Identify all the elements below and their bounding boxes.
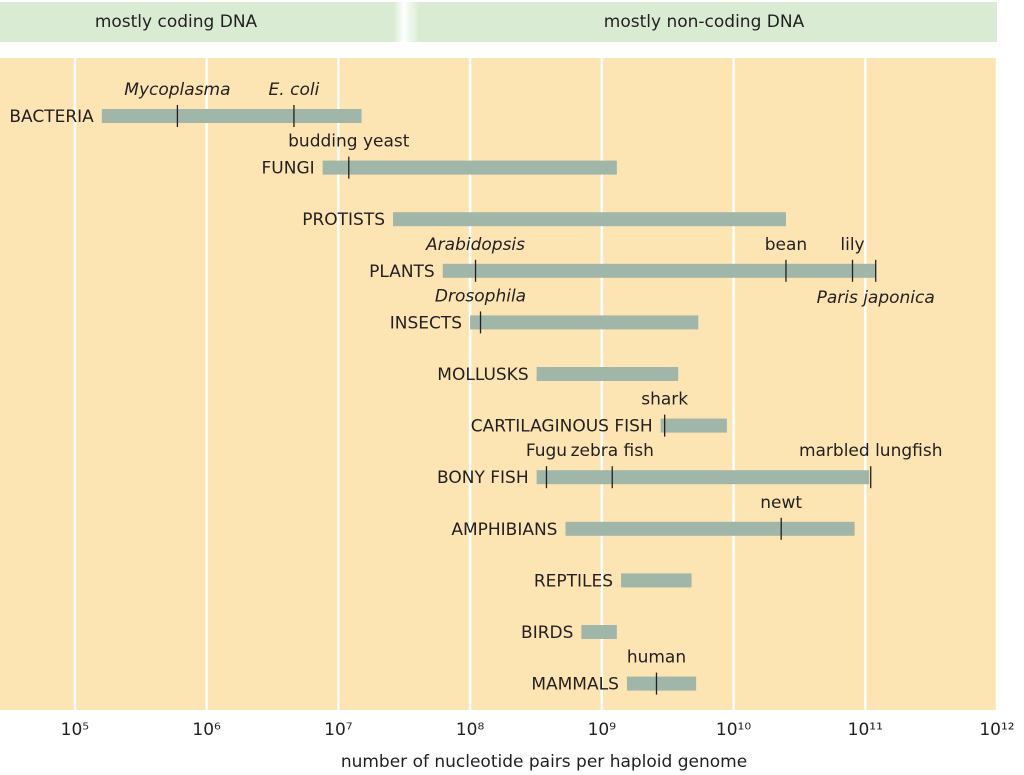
example-label: Paris japonica [817, 288, 935, 308]
group-label: FUNGI [262, 159, 315, 179]
group-label: PLANTS [369, 262, 435, 282]
x-tick-label: 10¹¹ [848, 720, 883, 740]
range-bar [322, 160, 617, 175]
example-label: Fugu [526, 441, 567, 461]
range-bar [393, 212, 786, 227]
range-bar [470, 315, 699, 330]
x-tick-label: 10⁹ [588, 720, 617, 740]
region-band [0, 2, 997, 42]
x-tick-label: 10⁸ [456, 720, 485, 740]
range-bar [621, 573, 692, 588]
x-tick-label: 10⁷ [324, 720, 353, 740]
x-axis-label: number of nucleotide pairs per haploid g… [341, 752, 747, 772]
group-label: CARTILAGINOUS FISH [471, 417, 653, 437]
example-label: shark [641, 390, 688, 410]
region-label: mostly coding DNA [95, 12, 258, 32]
example-label: Mycoplasma [124, 80, 230, 100]
group-label: PROTISTS [302, 210, 385, 230]
example-label: zebra fish [571, 441, 654, 461]
group-label: BONY FISH [437, 468, 529, 488]
group-label: REPTILES [534, 571, 613, 591]
x-tick-label: 10¹² [979, 720, 1014, 740]
example-label: Drosophila [435, 286, 526, 306]
group-label: MAMMALS [531, 675, 619, 695]
range-bar [565, 521, 855, 536]
example-label: lily [840, 235, 864, 255]
x-tick-label: 10¹⁰ [716, 720, 751, 740]
example-label: budding yeast [288, 132, 410, 152]
group-label: BIRDS [521, 623, 573, 643]
x-tick-label: 10⁵ [61, 720, 89, 740]
range-bar [581, 625, 617, 639]
example-label: Arabidopsis [425, 235, 525, 255]
range-bar [536, 470, 870, 485]
group-label: AMPHIBIANS [451, 520, 557, 540]
group-label: BACTERIA [9, 107, 94, 127]
group-label: INSECTS [390, 313, 462, 333]
example-label: human [627, 648, 686, 668]
range-bar [536, 367, 679, 381]
range-bar [101, 109, 362, 123]
group-label: MOLLUSKS [437, 365, 528, 385]
range-bar [660, 418, 727, 433]
region-label: mostly non-coding DNA [604, 12, 805, 32]
example-label: bean [765, 235, 807, 255]
example-label: E. coli [269, 80, 320, 100]
range-bar [442, 263, 876, 278]
example-label: marbled lungfish [799, 441, 943, 461]
range-bar [626, 676, 697, 691]
x-tick-label: 10⁶ [192, 720, 221, 740]
example-label: newt [760, 493, 802, 513]
